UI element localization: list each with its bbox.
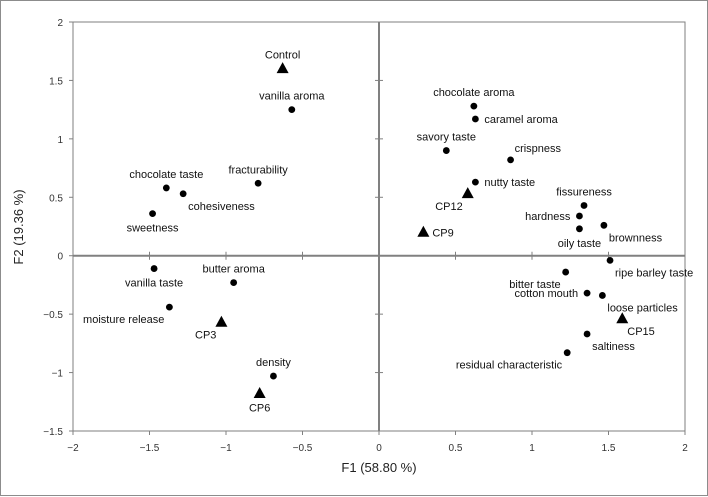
attribute-label-chocolate-taste: chocolate taste: [129, 169, 203, 181]
attribute-label-savory-taste: savory taste: [417, 132, 476, 144]
x-tick-label: 0.5: [449, 443, 463, 454]
y-tick-label: −1.5: [43, 427, 63, 438]
attribute-label-loose-particles: loose particles: [607, 302, 678, 314]
sample-marker-cp6: [253, 387, 266, 399]
attribute-label-vanilla-taste: vanilla taste: [125, 278, 183, 290]
x-tick-label: −1.5: [140, 443, 160, 454]
attribute-label-fracturability: fracturability: [228, 164, 288, 176]
attribute-point-vanilla-aroma: [288, 106, 296, 114]
attribute-label-bitter-taste: bitter taste: [509, 279, 560, 291]
attribute-point-fracturability: [254, 179, 262, 187]
attribute-point-cotton-mouth: [583, 289, 591, 297]
sample-marker-cp15: [616, 312, 629, 324]
x-tick-label: 2: [682, 443, 688, 454]
x-axis-title: F1 (58.80 %): [341, 460, 416, 475]
attribute-label-oily-taste: oily taste: [558, 238, 601, 250]
attribute-point-moisture-release: [165, 303, 173, 311]
y-tick-label: 2: [57, 18, 63, 29]
attribute-point-nutty-taste: [471, 178, 479, 186]
x-tick-label: 0: [376, 443, 382, 454]
tick-labels: −2 −1.5 −1 −0.5 0 0.5 1 1.5 2 −1.5 −1 −0.5 0 0.5 1 1.5 2: [43, 18, 688, 454]
attribute-label-fissureness: fissureness: [556, 186, 612, 198]
attribute-label-chocolate-aroma: chocolate aroma: [433, 87, 515, 99]
attribute-label-ripe-barley-taste: ripe barley taste: [615, 267, 693, 279]
y-axis-title: F2 (19.36 %): [11, 189, 26, 264]
sample-label-cp3: CP3: [195, 329, 216, 341]
attribute-label-nutty-taste: nutty taste: [484, 177, 535, 189]
sample-marker-cp12: [461, 187, 474, 199]
axes: [69, 21, 686, 435]
attribute-point-sweetness: [149, 210, 156, 218]
x-tick-label: −0.5: [293, 443, 313, 454]
attribute-point-crispness: [507, 156, 514, 164]
attribute-point-loose-particles: [598, 292, 606, 299]
attribute-point-bitter-taste: [562, 268, 570, 276]
attribute-label-residual-characteristic: residual characteristic: [456, 360, 563, 372]
attribute-label-hardness: hardness: [525, 211, 571, 223]
data-marks: [149, 62, 629, 399]
attribute-point-fissureness: [580, 202, 588, 209]
sample-marker-cp3: [215, 315, 228, 327]
x-tick-label: 1: [529, 443, 535, 454]
attribute-point-cohesiveness: [179, 190, 187, 198]
attribute-point-caramel-aroma: [471, 115, 479, 123]
sample-label-cp15: CP15: [627, 326, 655, 338]
sample-marker-cp9: [417, 225, 430, 237]
sample-marker-control: [276, 62, 289, 74]
x-tick-label: −1: [220, 443, 232, 454]
attribute-label-crispness: crispness: [515, 143, 562, 155]
attribute-point-hardness: [576, 212, 583, 220]
attribute-label-caramel-aroma: caramel aroma: [484, 114, 558, 126]
y-tick-label: −0.5: [43, 310, 63, 321]
attribute-label-brownness: brownness: [609, 232, 663, 244]
y-tick-label: 0: [57, 252, 63, 263]
attribute-label-sweetness: sweetness: [127, 223, 179, 235]
x-tick-label: −2: [67, 443, 79, 454]
y-tick-label: 0.5: [49, 193, 63, 204]
attribute-label-butter-aroma: butter aroma: [202, 264, 265, 276]
attribute-point-brownness: [600, 221, 608, 229]
data-labels: vanilla aroma fracturability chocolate tas…: [83, 50, 693, 415]
attribute-point-saltiness: [583, 330, 591, 338]
attribute-point-chocolate-taste: [162, 184, 170, 192]
attribute-label-moisture-release: moisture release: [83, 314, 164, 326]
y-tick-label: −1: [52, 369, 64, 380]
attribute-label-cotton-mouth: cotton mouth: [514, 288, 578, 300]
attribute-point-ripe-barley-taste: [606, 256, 614, 264]
y-tick-label: 1: [57, 135, 63, 146]
sample-label-control: Control: [265, 50, 300, 62]
attribute-point-density: [270, 372, 277, 380]
attribute-label-cohesiveness: cohesiveness: [188, 201, 255, 213]
attribute-point-residual-characteristic: [563, 349, 571, 357]
attribute-point-chocolate-aroma: [470, 102, 478, 110]
attribute-label-vanilla-aroma: vanilla aroma: [259, 91, 325, 103]
attribute-point-butter-aroma: [230, 279, 238, 286]
attribute-label-density: density: [256, 357, 291, 369]
y-tick-label: 1.5: [49, 76, 63, 87]
x-tick-label: 1.5: [602, 443, 616, 454]
sample-label-cp9: CP9: [432, 227, 453, 239]
attribute-point-savory-taste: [442, 147, 450, 154]
attribute-label-saltiness: saltiness: [592, 341, 635, 353]
sample-label-cp12: CP12: [435, 201, 463, 213]
attribute-point-oily-taste: [576, 225, 583, 233]
sample-label-cp6: CP6: [249, 403, 270, 415]
attribute-point-vanilla-taste: [150, 265, 158, 272]
